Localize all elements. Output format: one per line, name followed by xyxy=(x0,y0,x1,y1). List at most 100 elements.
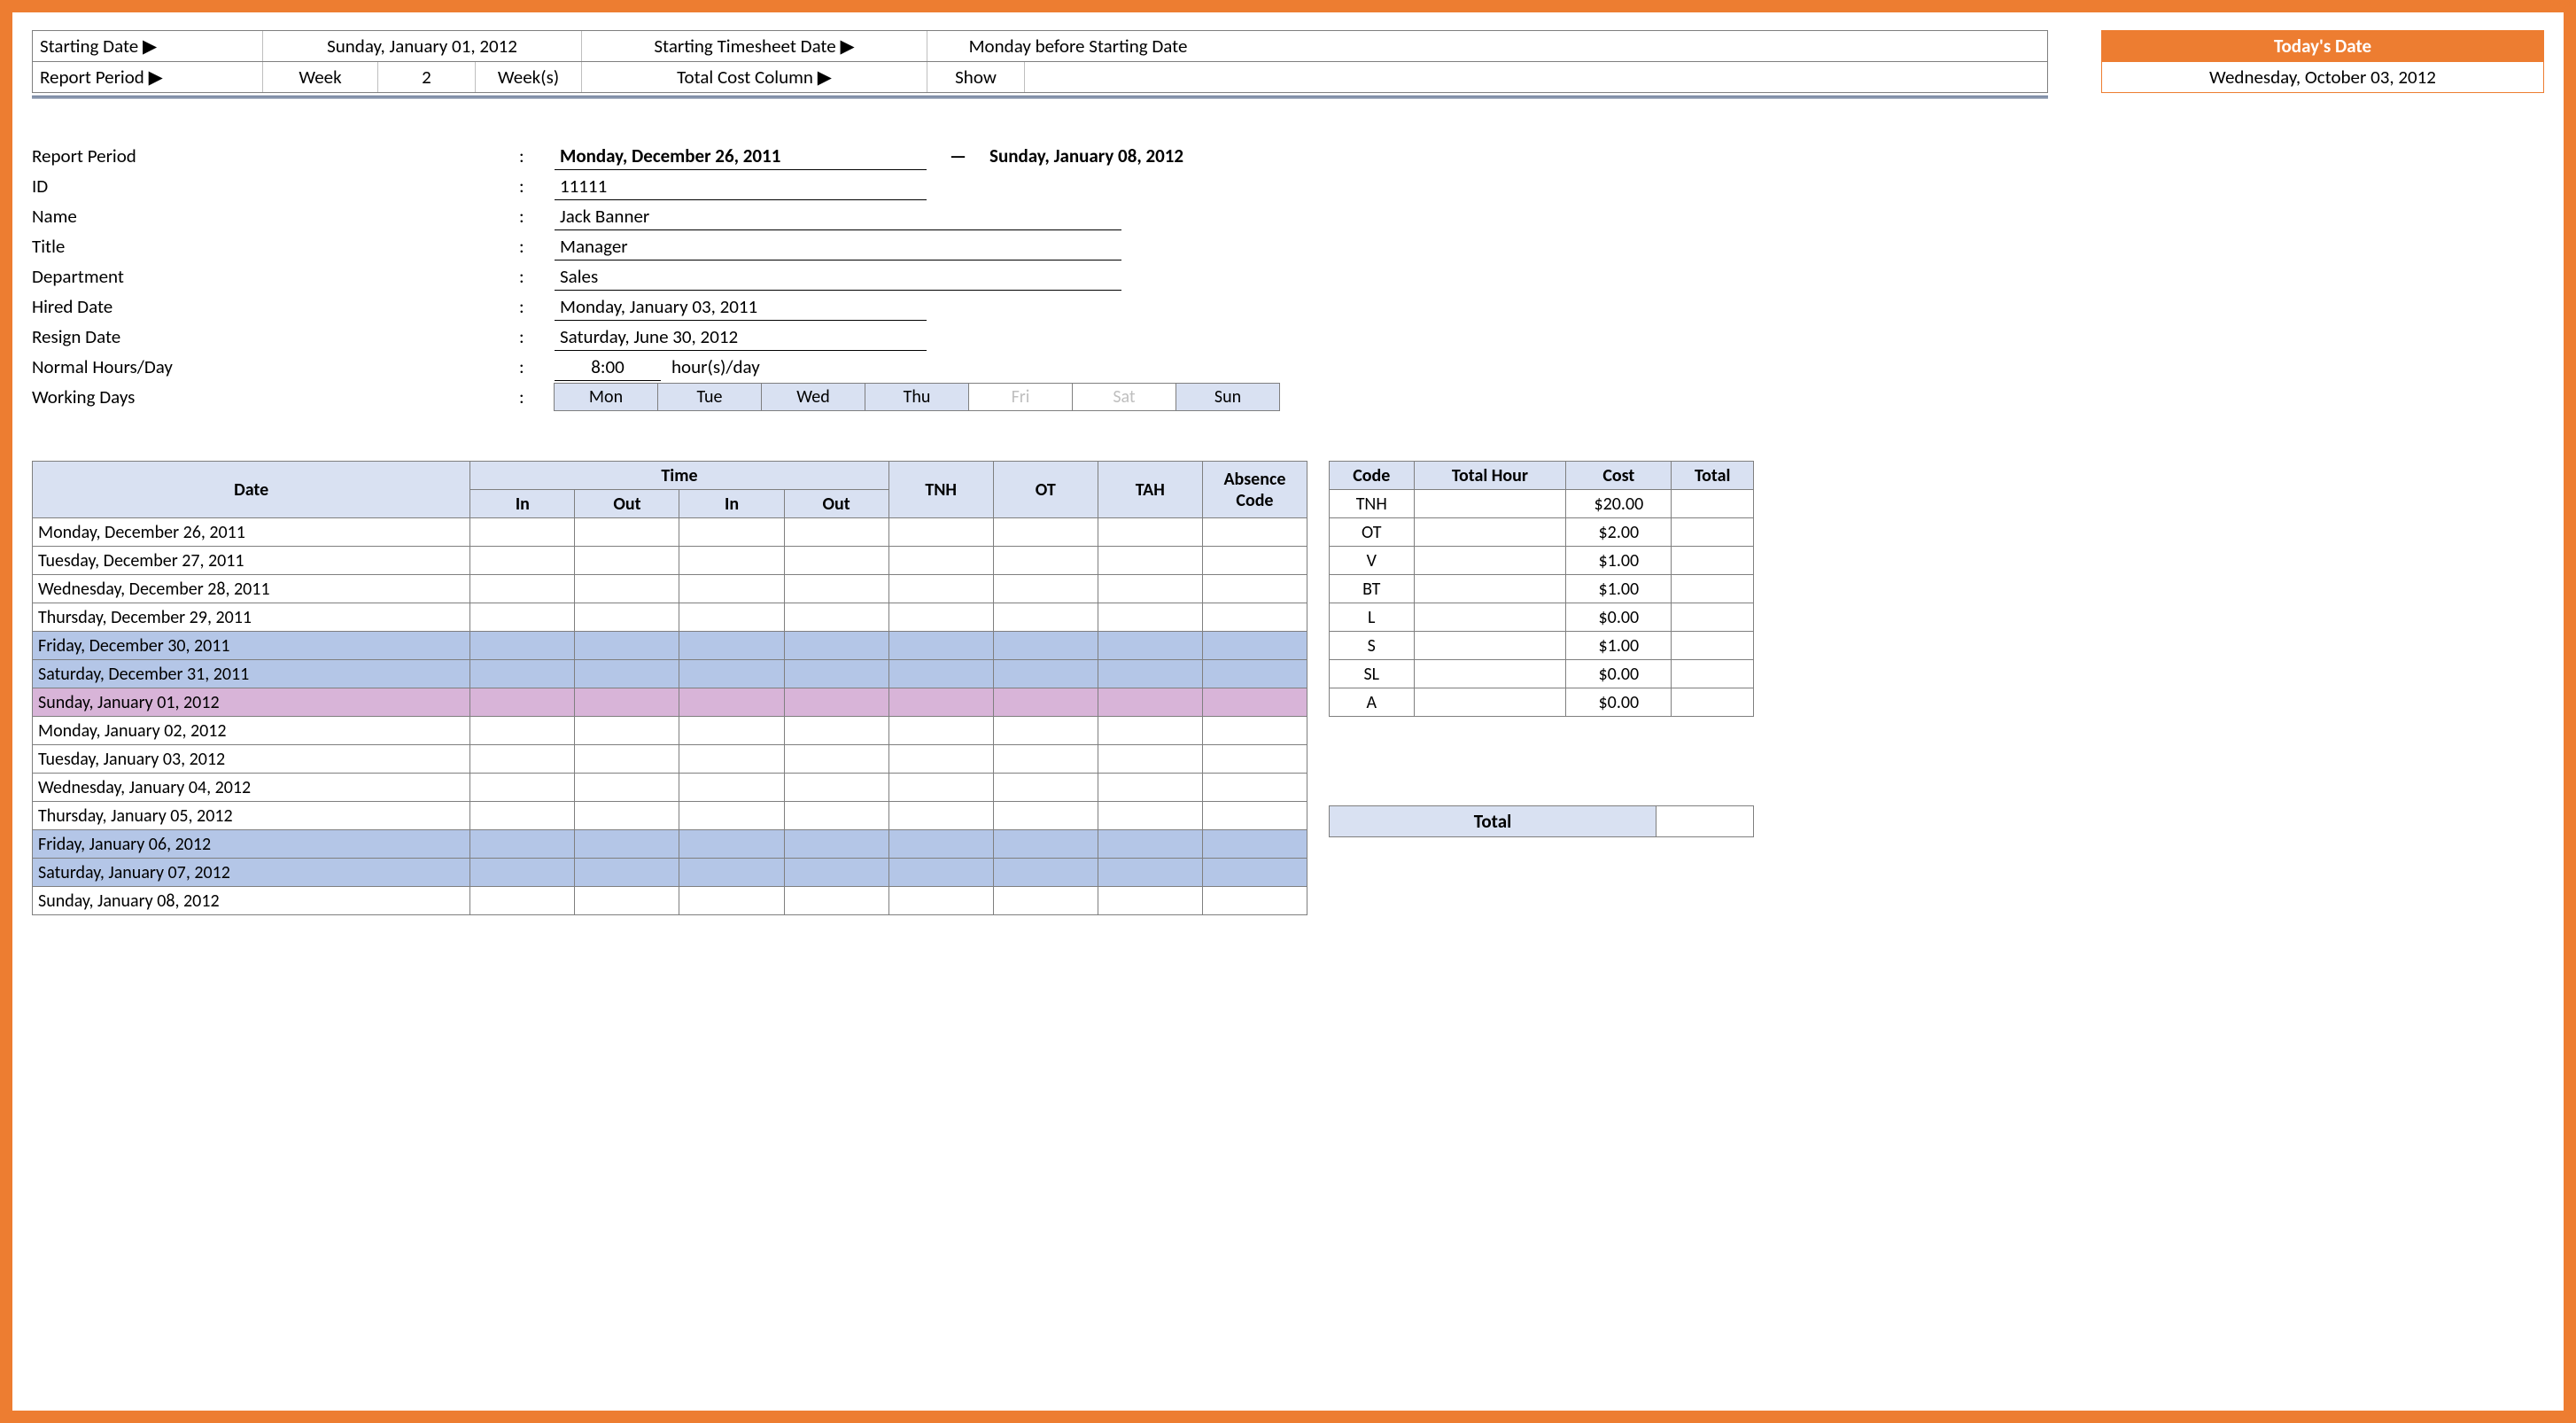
time-cell[interactable] xyxy=(888,603,993,632)
report-period-unit[interactable]: Week xyxy=(263,62,378,92)
time-cell[interactable] xyxy=(1098,688,1202,717)
time-cell[interactable] xyxy=(993,575,1098,603)
time-cell[interactable] xyxy=(888,745,993,774)
time-cell[interactable] xyxy=(1202,802,1307,830)
time-cell[interactable] xyxy=(679,717,784,745)
time-cell[interactable] xyxy=(888,547,993,575)
time-cell[interactable] xyxy=(1202,717,1307,745)
day-sun[interactable]: Sun xyxy=(1175,383,1280,411)
time-cell[interactable] xyxy=(470,802,575,830)
starting-date-value[interactable]: Sunday, January 01, 2012 xyxy=(263,31,582,61)
time-cell[interactable] xyxy=(784,518,888,547)
time-cell[interactable] xyxy=(1202,547,1307,575)
time-cell[interactable] xyxy=(888,887,993,915)
time-cell[interactable] xyxy=(993,830,1098,859)
time-cell[interactable] xyxy=(679,859,784,887)
time-cell[interactable] xyxy=(1098,518,1202,547)
hours-value[interactable]: 8:00 xyxy=(555,354,661,381)
time-cell[interactable] xyxy=(784,688,888,717)
time-cell[interactable] xyxy=(575,745,679,774)
time-cell[interactable] xyxy=(784,745,888,774)
time-cell[interactable] xyxy=(888,859,993,887)
time-cell[interactable] xyxy=(679,632,784,660)
time-cell[interactable] xyxy=(784,660,888,688)
time-cell[interactable] xyxy=(784,632,888,660)
time-cell[interactable] xyxy=(575,887,679,915)
day-wed[interactable]: Wed xyxy=(761,383,865,411)
report-period-count[interactable]: 2 xyxy=(378,62,476,92)
time-cell[interactable] xyxy=(1202,632,1307,660)
time-cell[interactable] xyxy=(888,830,993,859)
time-cell[interactable] xyxy=(470,717,575,745)
time-cell[interactable] xyxy=(1098,830,1202,859)
time-cell[interactable] xyxy=(470,688,575,717)
time-cell[interactable] xyxy=(1098,717,1202,745)
time-cell[interactable] xyxy=(575,774,679,802)
time-cell[interactable] xyxy=(470,518,575,547)
time-cell[interactable] xyxy=(679,575,784,603)
dept-value[interactable]: Sales xyxy=(555,263,1121,291)
time-cell[interactable] xyxy=(1202,575,1307,603)
time-cell[interactable] xyxy=(679,774,784,802)
time-cell[interactable] xyxy=(1202,745,1307,774)
time-cell[interactable] xyxy=(470,774,575,802)
time-cell[interactable] xyxy=(1098,774,1202,802)
time-cell[interactable] xyxy=(679,745,784,774)
time-cell[interactable] xyxy=(1202,603,1307,632)
time-cell[interactable] xyxy=(575,717,679,745)
id-value[interactable]: 11111 xyxy=(555,173,927,200)
time-cell[interactable] xyxy=(993,547,1098,575)
time-cell[interactable] xyxy=(784,802,888,830)
time-cell[interactable] xyxy=(993,859,1098,887)
time-cell[interactable] xyxy=(575,547,679,575)
time-cell[interactable] xyxy=(470,603,575,632)
time-cell[interactable] xyxy=(993,745,1098,774)
time-cell[interactable] xyxy=(993,802,1098,830)
title-value[interactable]: Manager xyxy=(555,233,1121,260)
time-cell[interactable] xyxy=(470,887,575,915)
time-cell[interactable] xyxy=(888,660,993,688)
time-cell[interactable] xyxy=(1202,774,1307,802)
time-cell[interactable] xyxy=(993,717,1098,745)
time-cell[interactable] xyxy=(679,603,784,632)
time-cell[interactable] xyxy=(784,830,888,859)
time-cell[interactable] xyxy=(679,688,784,717)
time-cell[interactable] xyxy=(784,859,888,887)
time-cell[interactable] xyxy=(888,518,993,547)
day-thu[interactable]: Thu xyxy=(865,383,969,411)
time-cell[interactable] xyxy=(1202,887,1307,915)
time-cell[interactable] xyxy=(1098,603,1202,632)
time-cell[interactable] xyxy=(575,632,679,660)
time-cell[interactable] xyxy=(1098,887,1202,915)
time-cell[interactable] xyxy=(784,887,888,915)
time-cell[interactable] xyxy=(575,603,679,632)
time-cell[interactable] xyxy=(1098,859,1202,887)
time-cell[interactable] xyxy=(470,575,575,603)
time-cell[interactable] xyxy=(888,774,993,802)
time-cell[interactable] xyxy=(993,660,1098,688)
cost-col-value[interactable]: Show xyxy=(927,62,1025,92)
time-cell[interactable] xyxy=(575,802,679,830)
time-cell[interactable] xyxy=(470,859,575,887)
resign-value[interactable]: Saturday, June 30, 2012 xyxy=(555,323,927,351)
name-value[interactable]: Jack Banner xyxy=(555,203,1121,230)
time-cell[interactable] xyxy=(993,887,1098,915)
time-cell[interactable] xyxy=(888,632,993,660)
time-cell[interactable] xyxy=(470,660,575,688)
time-cell[interactable] xyxy=(1202,660,1307,688)
time-cell[interactable] xyxy=(575,859,679,887)
day-sat[interactable]: Sat xyxy=(1072,383,1176,411)
day-tue[interactable]: Tue xyxy=(657,383,762,411)
time-cell[interactable] xyxy=(470,547,575,575)
timesheet-date-value[interactable]: Monday before Starting Date xyxy=(927,31,1229,61)
time-cell[interactable] xyxy=(679,660,784,688)
hired-value[interactable]: Monday, January 03, 2011 xyxy=(555,293,927,321)
time-cell[interactable] xyxy=(1098,632,1202,660)
time-cell[interactable] xyxy=(993,603,1098,632)
time-cell[interactable] xyxy=(888,802,993,830)
time-cell[interactable] xyxy=(575,518,679,547)
time-cell[interactable] xyxy=(575,830,679,859)
time-cell[interactable] xyxy=(679,887,784,915)
time-cell[interactable] xyxy=(1098,660,1202,688)
time-cell[interactable] xyxy=(1098,547,1202,575)
